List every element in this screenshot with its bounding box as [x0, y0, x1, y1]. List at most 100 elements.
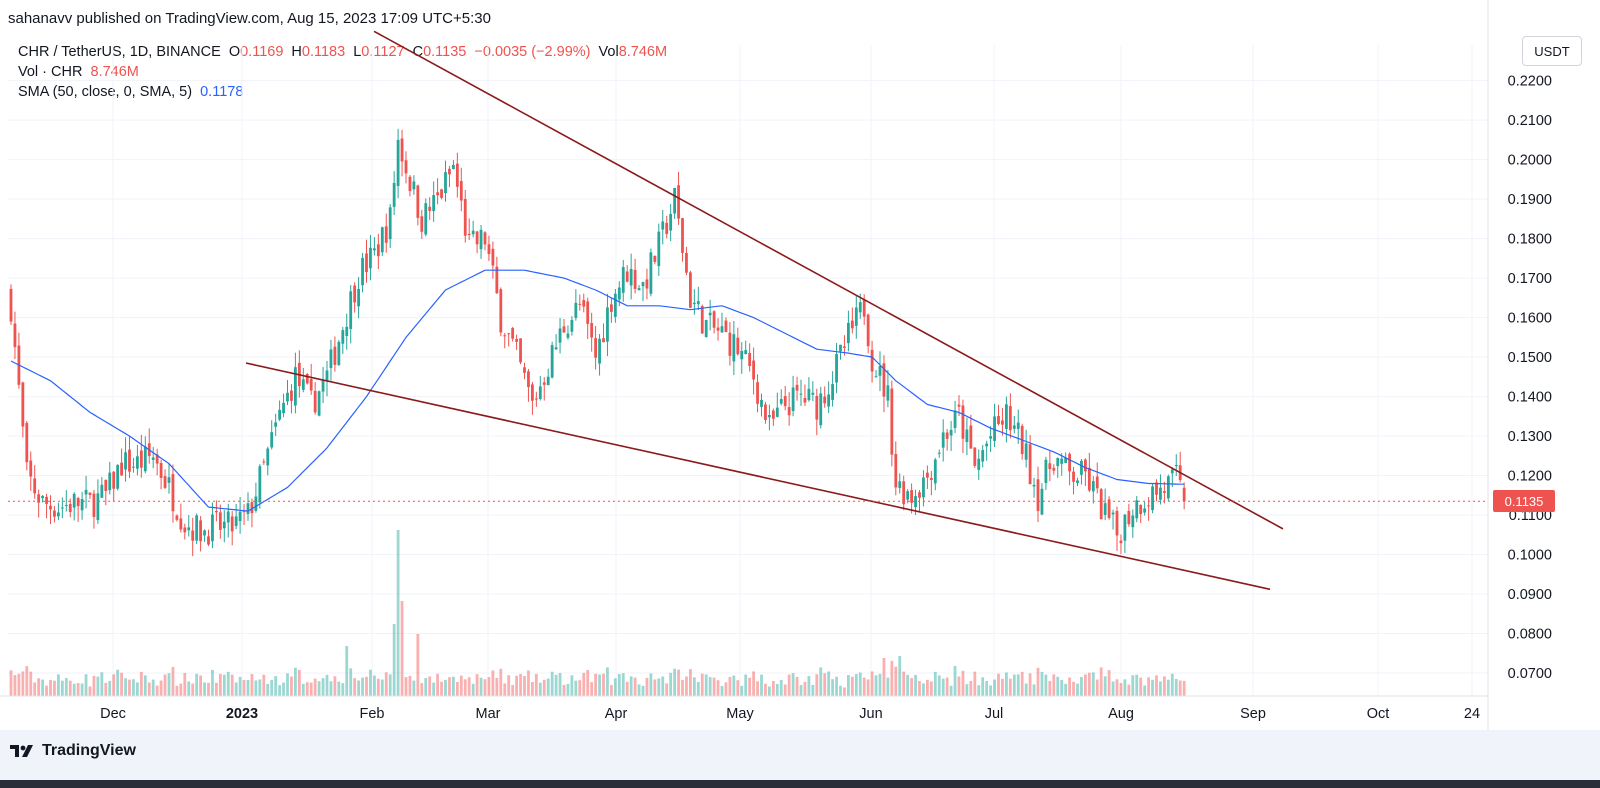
volume-bar — [811, 684, 815, 696]
volume-bar — [124, 678, 127, 696]
volume-bar — [333, 676, 337, 696]
volume-bar — [819, 667, 823, 696]
volume-bar — [325, 674, 329, 696]
volume-bar — [1123, 679, 1127, 696]
candle-body — [507, 333, 511, 335]
volume-bar — [1115, 679, 1119, 696]
candle-body — [92, 493, 96, 517]
legend-sma-row[interactable]: SMA (50, close, 0, SMA, 5) 0.1178 — [18, 82, 667, 102]
volume-bar — [376, 678, 380, 696]
x-tick-label: Mar — [476, 706, 501, 722]
volume-bar — [1166, 679, 1170, 696]
candle-body — [420, 216, 424, 232]
volume-bar — [673, 668, 676, 696]
volume-bar — [341, 683, 345, 696]
candle-body — [266, 448, 270, 466]
candle-body — [538, 386, 542, 399]
candle-body — [649, 252, 653, 294]
volume-bar — [84, 674, 88, 696]
volume-bar — [29, 671, 33, 696]
volume-bar — [270, 679, 274, 696]
volume-bar — [937, 675, 941, 696]
volume-bar — [1103, 676, 1107, 696]
candle-body — [629, 268, 633, 286]
candle-body — [1072, 471, 1075, 482]
volume-bar — [700, 673, 704, 696]
volume-bar — [9, 670, 13, 696]
candles — [9, 128, 1186, 557]
volume-bar — [890, 660, 894, 696]
candle-body — [534, 398, 538, 400]
volume-bar — [945, 677, 949, 696]
volume-bar — [452, 676, 455, 696]
volume-bar — [68, 680, 72, 696]
volume-bar — [775, 684, 779, 696]
candle-body — [641, 282, 645, 287]
volume-bar — [854, 674, 858, 696]
volume-bar — [586, 669, 590, 696]
candle-body — [771, 410, 775, 419]
volume-bar — [1072, 681, 1075, 696]
candle-body — [1107, 499, 1111, 519]
candle-body — [1056, 457, 1060, 467]
volume-bar — [147, 682, 151, 696]
candle-body — [945, 432, 949, 439]
volume-bar — [617, 674, 621, 696]
volume-bar — [222, 674, 226, 696]
candle-body — [839, 344, 842, 352]
legend-volume-row[interactable]: Vol · CHR 8.746M — [18, 62, 667, 82]
candle-body — [708, 312, 712, 316]
volume-bar — [764, 683, 767, 696]
volume-bar — [384, 672, 388, 696]
candle-body — [613, 293, 617, 317]
volume-bar — [274, 676, 278, 696]
tradingview-brand[interactable]: TradingView — [10, 742, 136, 760]
candle-body — [1048, 463, 1052, 470]
candle-body — [542, 382, 546, 385]
candle-body — [985, 443, 989, 447]
price-chart[interactable]: 0.2200 0.2100 0.2000 0.1900 0.1800 0.1700 0.16… — [0, 0, 1600, 730]
candle-body — [467, 233, 471, 236]
candle-body — [610, 304, 613, 312]
candle-body — [392, 182, 396, 207]
close-value: 0.1135 — [423, 44, 467, 60]
candle-body — [1024, 443, 1028, 460]
symbol-label[interactable]: CHR / TetherUS, 1D, BINANCE — [18, 44, 221, 60]
candle-body — [88, 492, 92, 495]
candle-body — [246, 503, 250, 515]
volume-bar — [151, 679, 155, 696]
volume-bar — [1064, 683, 1068, 696]
candle-body — [1166, 476, 1170, 499]
volume-indicator-value: 8.746M — [90, 64, 139, 80]
volume-bar — [558, 672, 562, 696]
candle-body — [692, 302, 696, 305]
candle-body — [886, 385, 890, 401]
volume-bar — [88, 686, 92, 696]
volume-bar — [839, 685, 842, 696]
candle-body — [9, 288, 13, 322]
candle-body — [57, 512, 60, 517]
volume-bar — [665, 683, 669, 696]
volume-bar — [128, 679, 131, 696]
candle-body — [440, 189, 443, 198]
candle-body — [1012, 425, 1016, 429]
volume-bar — [199, 675, 202, 696]
volume-bar — [538, 682, 542, 696]
candle-body — [495, 266, 499, 294]
currency-button[interactable]: USDT — [1522, 36, 1582, 66]
volume-bar — [906, 674, 910, 696]
volume-bar — [641, 685, 645, 696]
candle-body — [918, 492, 921, 498]
current-price-tag: 0.1135 — [1493, 490, 1555, 513]
candle-body — [1099, 489, 1103, 520]
volume-bar — [132, 679, 135, 696]
candle-body — [80, 499, 84, 511]
volume-bar — [704, 674, 708, 696]
volume-bar — [1135, 674, 1139, 696]
volume-bar — [1099, 667, 1103, 696]
volume-bar — [467, 677, 471, 696]
volume-bar — [230, 674, 234, 696]
candle-body — [388, 207, 392, 240]
candle-body — [1143, 508, 1147, 513]
sma-indicator-value: 0.1178 — [200, 84, 244, 100]
